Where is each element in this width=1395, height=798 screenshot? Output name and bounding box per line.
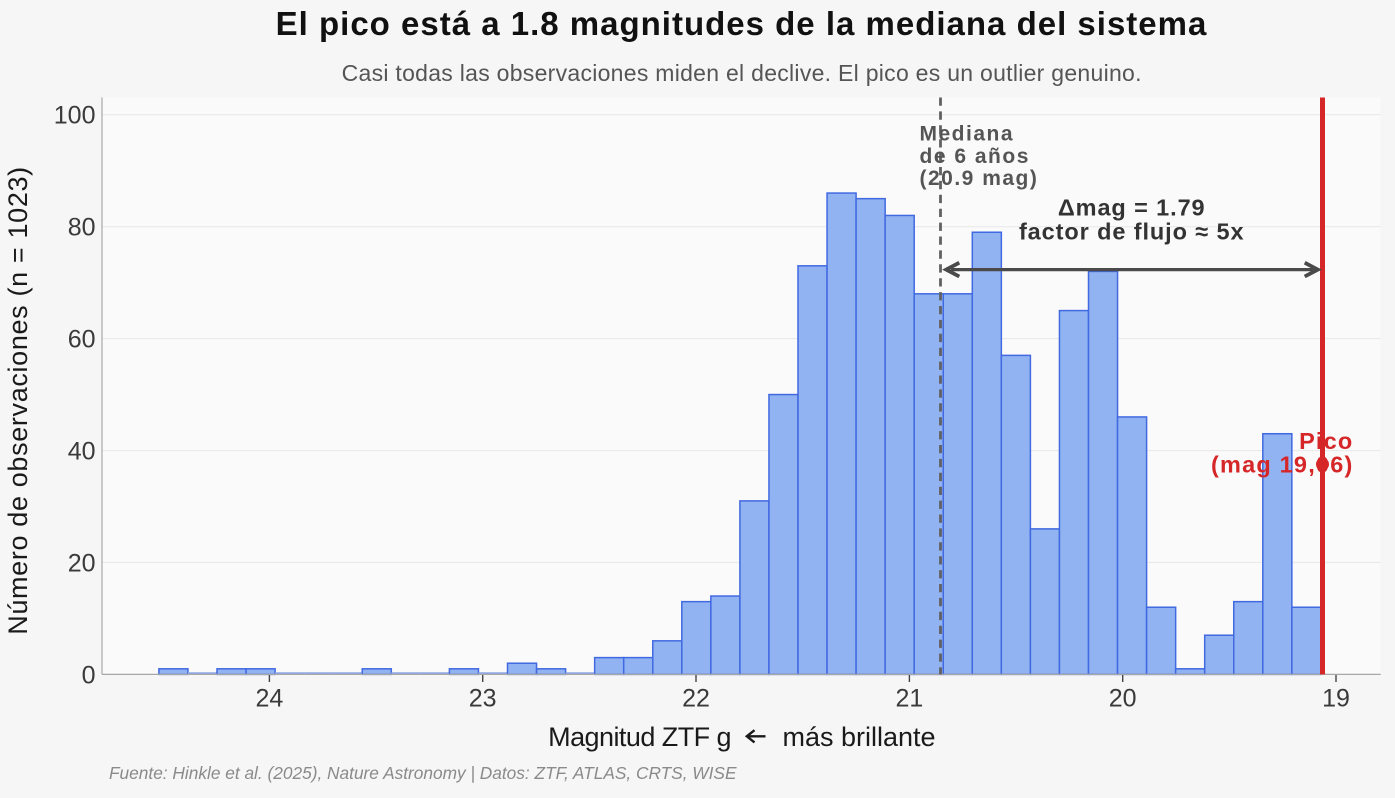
- svg-text:de 6 años: de 6 años: [920, 145, 1030, 168]
- svg-text:Δmag = 1.79: Δmag = 1.79: [1058, 194, 1206, 220]
- svg-text:factor de flujo ≈ 5x: factor de flujo ≈ 5x: [1019, 218, 1244, 244]
- svg-text:80: 80: [68, 214, 96, 242]
- svg-text:100: 100: [54, 102, 96, 130]
- svg-text:23: 23: [469, 685, 497, 713]
- svg-text:Fuente: Hinkle et al. (2025),: Fuente: Hinkle et al. (2025), Nature Ast…: [109, 763, 737, 783]
- svg-text:20: 20: [68, 549, 96, 577]
- svg-text:Magnitud ZTF g: Magnitud ZTF g: [548, 722, 731, 752]
- svg-text:(20.9 mag): (20.9 mag): [920, 167, 1039, 190]
- svg-text:(mag 19,06): (mag 19,06): [1211, 452, 1354, 478]
- svg-text:40: 40: [68, 438, 96, 466]
- svg-text:más brillante: más brillante: [783, 722, 936, 752]
- svg-text:24: 24: [255, 685, 283, 713]
- svg-text:Número de observaciones (n = 1: Número de observaciones (n = 1023): [3, 166, 33, 635]
- svg-text:20: 20: [1109, 685, 1137, 713]
- svg-text:Pico: Pico: [1299, 428, 1353, 454]
- svg-text:Casi todas las observaciones m: Casi todas las observaciones miden el de…: [342, 60, 1142, 86]
- svg-text:60: 60: [68, 326, 96, 354]
- svg-text:Mediana: Mediana: [920, 122, 1015, 145]
- svg-text:El pico está a 1.8 magnitudes: El pico está a 1.8 magnitudes de la medi…: [276, 5, 1208, 42]
- svg-text:19: 19: [1322, 685, 1350, 713]
- svg-text:0: 0: [82, 661, 96, 689]
- svg-text:21: 21: [895, 685, 923, 713]
- svg-text:22: 22: [682, 685, 710, 713]
